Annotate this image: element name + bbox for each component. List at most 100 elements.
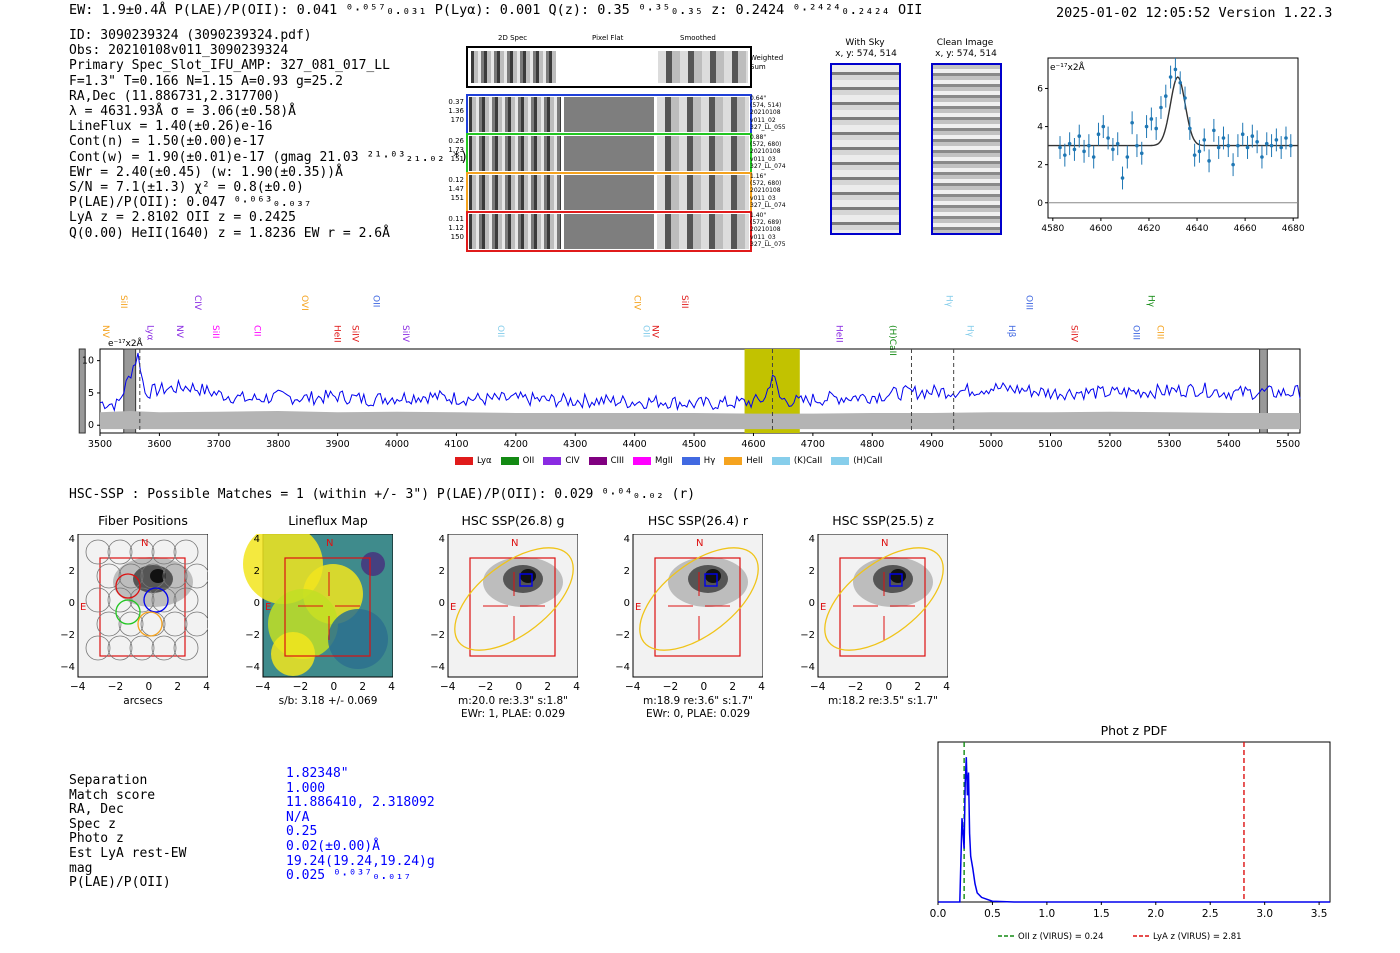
meta-value: (572, 680) [750, 141, 782, 149]
x-tick-label: 5300 [1157, 439, 1181, 450]
match-label: Match score [69, 787, 156, 803]
meta-value: v011_03 [750, 233, 776, 241]
y-tick-label: 6 [1037, 84, 1043, 94]
fiber-circle [96, 611, 122, 637]
line-label: SiIV [400, 325, 410, 343]
x-tick-label: 0 [515, 681, 523, 693]
y-tick-label: 0 [809, 598, 815, 609]
hsc-panel-caption: m:18.9 re:3.6" s:1.7" [643, 695, 753, 707]
data-point [1212, 128, 1216, 133]
match-value: 1.82348" [286, 766, 349, 781]
east-label: E [80, 602, 86, 613]
galaxy-nucleus [705, 569, 721, 583]
data-point [1111, 147, 1115, 152]
x-tick-label: −4 [810, 681, 826, 693]
cutout-panel: 2D Spec Pixel Flat Smoothed Weighted Sum… [448, 32, 796, 257]
cutout-row-stats: 0.26 1.73 151 [446, 137, 464, 164]
hsc-panel-image: N E 4 2 0 −2 −4 [243, 534, 393, 678]
legend-swatch [724, 456, 743, 465]
x-tick-label: 4600 [1089, 224, 1112, 232]
x-tick-row: −4 −2 0 2 4 [625, 681, 765, 693]
east-label: E [265, 602, 271, 613]
legend-label: MgII [655, 456, 673, 466]
data-point [1226, 143, 1231, 148]
info-line: S/N = 7.1(±1.3) χ² = 0.8(±0.0) [69, 180, 304, 196]
gaussian-fit-line [1048, 76, 1298, 147]
x-tick-label: 4900 [920, 439, 944, 450]
meta-value: 0.88" [750, 134, 767, 141]
with-sky-image [830, 63, 901, 235]
x-tick-label: 4600 [741, 439, 765, 450]
info-line: λ = 4631.93Å σ = 3.06(±0.58)Å [69, 104, 296, 120]
hsc-panel-caption: s/b: 3.18 +/- 0.069 [278, 695, 378, 707]
info-line: RA,Dec (11.886731,2.317700) [69, 88, 281, 104]
ellipse-fit [639, 547, 759, 651]
match-value: 19.24(19.24,19.24)g [286, 853, 435, 869]
legend-label: CIII [610, 456, 625, 466]
info-line: LineFlux = 1.40(±0.26)e-16 [69, 119, 273, 135]
data-point [1236, 143, 1240, 148]
cutout-row [466, 133, 752, 174]
data-point [1173, 67, 1178, 72]
stat-value: 1.36 [448, 107, 464, 115]
line-label: OVI [299, 295, 309, 311]
fiber-circle [85, 587, 111, 613]
x-tick-row: −4 −2 0 2 4 [70, 681, 210, 693]
cutout-row [466, 172, 752, 213]
legend-swatch [588, 456, 607, 465]
x-tick-label: 3.0 [1256, 908, 1273, 920]
legend-item: Hγ [681, 456, 715, 466]
pdf-title: Phot z PDF [1101, 723, 1168, 738]
data-point [1135, 143, 1139, 148]
fiber-circle [85, 539, 111, 565]
fiber-circle [162, 563, 188, 589]
data-point [1072, 147, 1077, 152]
aperture-box [99, 557, 186, 657]
x-tick-label: 0 [885, 681, 893, 693]
spectrum-frame [99, 348, 1301, 434]
match-label: RA, Dec [69, 802, 124, 818]
data-point [1159, 105, 1163, 110]
legend-item: (K)CaII [771, 456, 822, 466]
y-tick-label: 4 [624, 534, 630, 545]
line-label: CIV [632, 295, 642, 311]
x-tick-label: −2 [847, 681, 864, 693]
x-tick-label: 3700 [207, 439, 231, 450]
data-point [1178, 80, 1183, 85]
match-marker [519, 573, 533, 587]
meta-value: (574, 514) [750, 102, 782, 110]
meta-value: 0.64" [750, 95, 767, 102]
x-tick-label: 5000 [979, 439, 1003, 450]
header-summary: EW: 1.9±0.4Å P(LAE)/P(OII): 0.041 ⁰·⁰⁵⁷₀… [69, 2, 923, 18]
info-line: Cont(n) = 1.50(±0.00)e-17 [69, 134, 265, 150]
match-marker [704, 573, 718, 587]
data-point [1197, 149, 1202, 154]
y-tick-label: −4 [430, 662, 445, 673]
data-point [1260, 155, 1264, 159]
galaxy-nucleus [890, 569, 906, 583]
data-point [1096, 132, 1101, 136]
line-label: SiIV [1068, 325, 1078, 343]
hsc-panel-image: N E 4 2 0 −2 −4 [615, 534, 763, 678]
y-tick-label: −4 [245, 662, 260, 673]
hsc-panel-title: Lineflux Map [288, 513, 368, 528]
line-label: HeII [332, 325, 342, 343]
data-point [1192, 153, 1197, 157]
y-tick-label: 0 [254, 598, 260, 609]
data-point [1144, 124, 1149, 129]
data-point [1188, 126, 1192, 131]
fiber-highlight [143, 587, 169, 613]
stat-value: 1.73 [448, 146, 464, 154]
galaxy-nucleus [520, 569, 536, 583]
fiber-highlight [137, 611, 163, 637]
x-tick-label: 2 [174, 681, 182, 693]
y-tick-label: 10 [82, 356, 94, 367]
match-value: 0.025 ⁰·⁰³⁷₀.₀₁₇ [286, 868, 412, 884]
stat-value: 0.12 [448, 176, 464, 184]
x-tick-label: 0.0 [930, 908, 947, 920]
line-label: Lyα [145, 325, 155, 341]
stat-value: 151 [450, 155, 464, 163]
fiber-highlight [115, 573, 141, 599]
fiber-circle [173, 635, 199, 661]
x-tick-label: 2.0 [1147, 908, 1164, 920]
